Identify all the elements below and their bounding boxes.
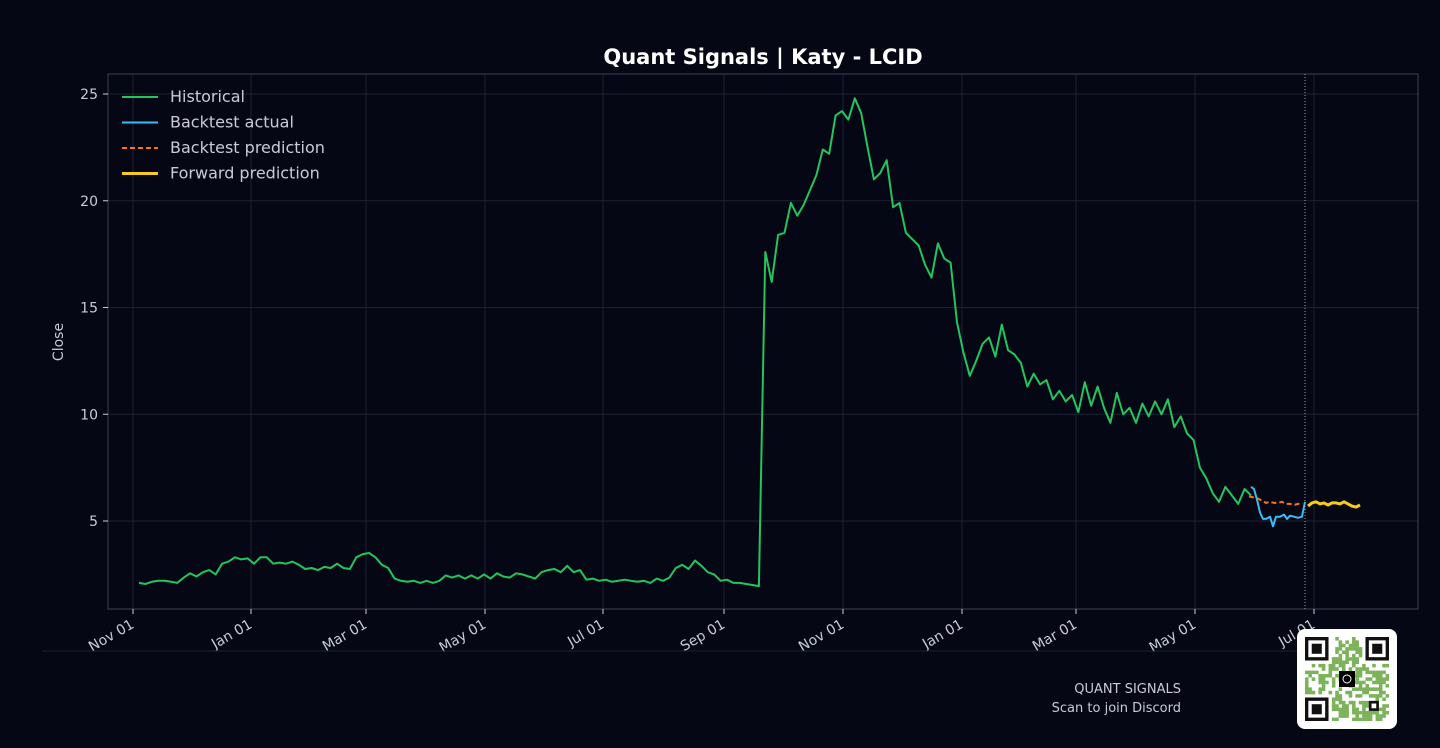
- qr-code-icon: [1305, 637, 1389, 721]
- plot-frame: [107, 73, 1419, 610]
- series-historical-line: [138, 97, 1252, 588]
- series-backtest-prediction-line: [1248, 495, 1302, 507]
- x-tick-label: Nov 01: [796, 617, 847, 656]
- discord-cta: Scan to join Discord: [1051, 701, 1181, 716]
- chart-title: Quant Signals | Katy - LCID: [603, 45, 922, 70]
- y-tick-label: 15: [80, 301, 98, 317]
- legend-label: Forward prediction: [170, 164, 320, 183]
- y-tick-label: 10: [80, 407, 98, 423]
- x-tick-label: Sep 01: [678, 617, 728, 655]
- x-tick-label: Mar 01: [1030, 617, 1080, 655]
- y-tick-label: 5: [89, 514, 98, 530]
- x-tick-label: Mar 01: [320, 617, 370, 655]
- y-tick-label: 25: [80, 87, 98, 103]
- legend: Historical Backtest actual Backtest predic…: [122, 87, 325, 183]
- series-forward-prediction-line: [1307, 500, 1361, 509]
- legend-label: Backtest actual: [170, 113, 294, 132]
- x-tick-label: Nov 01: [86, 617, 137, 656]
- brand-label: QUANT SIGNALS: [1074, 682, 1181, 697]
- qr-code-card[interactable]: [1297, 629, 1397, 729]
- legend-label: Backtest prediction: [170, 138, 325, 157]
- y-axis-label: Close: [51, 323, 67, 361]
- legend-label: Historical: [170, 87, 245, 106]
- series-backtest-actual-line: [1250, 485, 1306, 528]
- series-group: [138, 97, 1361, 588]
- x-tick-label: Jan 01: [919, 617, 966, 653]
- x-tick-label: Jul 01: [564, 617, 607, 651]
- y-tick-label: 20: [80, 194, 98, 210]
- x-tick-label: Jan 01: [208, 617, 255, 653]
- x-tick-label: May 01: [437, 617, 489, 656]
- x-tick-label: May 01: [1147, 617, 1199, 656]
